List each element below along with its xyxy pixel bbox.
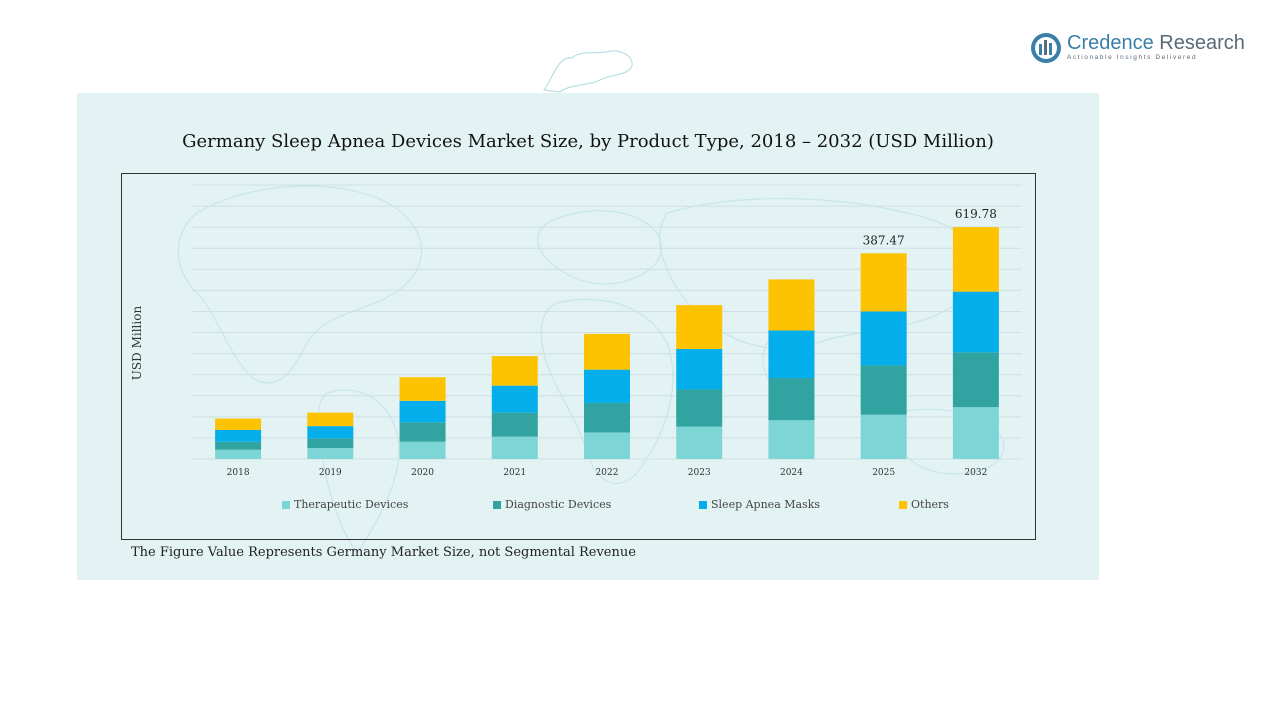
bar-segment-sleep-apnea-masks-2019 xyxy=(307,426,354,439)
x-tick-label: 2023 xyxy=(688,468,711,478)
bar-segment-sleep-apnea-masks-2024 xyxy=(768,330,815,379)
bar-segment-sleep-apnea-masks-2032 xyxy=(952,291,999,353)
data-label: 387.47 xyxy=(863,233,905,247)
x-tick-label: 2022 xyxy=(596,468,619,478)
bar-segment-therapeutic-devices-2021 xyxy=(491,436,538,459)
decorative-map-outline xyxy=(542,50,633,93)
bar-segment-sleep-apnea-masks-2021 xyxy=(491,385,538,413)
x-tick-label: 2018 xyxy=(227,468,250,478)
data-label: 619.78 xyxy=(955,207,997,221)
bar-segment-others-2020 xyxy=(399,377,446,401)
bar-segment-therapeutic-devices-2023 xyxy=(676,426,723,459)
legend-swatch xyxy=(493,500,501,509)
bars xyxy=(215,227,999,459)
brand-logo: Credence Research Actionable Insights De… xyxy=(1030,30,1245,66)
bar-segment-sleep-apnea-masks-2020 xyxy=(399,400,446,423)
x-tick-label: 2025 xyxy=(872,468,895,478)
legend-item: Others xyxy=(899,498,949,511)
legend-item: Diagnostic Devices xyxy=(493,498,611,511)
bar-segment-others-2018 xyxy=(215,418,262,430)
labels: 2018 2019 2020 2021 2022 2023 2024 2025 2032 387.… xyxy=(227,207,997,478)
bar-segment-diagnostic-devices-2022 xyxy=(584,402,630,433)
bar-segment-therapeutic-devices-2024 xyxy=(768,420,815,459)
bar-segment-diagnostic-devices-2019 xyxy=(307,438,354,449)
brand-name-part1: Credence xyxy=(1067,32,1154,54)
bar-segment-sleep-apnea-masks-2022 xyxy=(584,369,630,403)
bar-segment-sleep-apnea-masks-2018 xyxy=(215,429,262,442)
chart-panel: Germany Sleep Apnea Devices Market Size,… xyxy=(77,93,1099,580)
x-tick-label: 2020 xyxy=(411,468,434,478)
chart-plot: 2018 2019 2020 2021 2022 2023 2024 2025 2032 387.… xyxy=(192,184,1022,478)
bar-segment-others-2032 xyxy=(952,227,999,292)
chart-frame xyxy=(121,173,1036,540)
x-tick-label: 2032 xyxy=(964,468,987,478)
bar-segment-diagnostic-devices-2023 xyxy=(676,389,723,427)
legend-label: Others xyxy=(911,498,949,511)
bar-segment-diagnostic-devices-2021 xyxy=(491,412,538,437)
legend-label: Therapeutic Devices xyxy=(294,498,409,511)
brand-name: Credence Research xyxy=(1067,32,1245,55)
bar-segment-diagnostic-devices-2025 xyxy=(860,365,907,415)
x-tick-label: 2021 xyxy=(503,468,526,478)
bar-segment-others-2019 xyxy=(307,412,354,427)
brand-name-part2: Research xyxy=(1153,32,1245,54)
legend-swatch xyxy=(899,500,907,509)
legend-swatch xyxy=(699,500,707,509)
brand-tagline: Actionable Insights Delivered xyxy=(1067,54,1198,61)
brand-logo-icon xyxy=(1031,33,1061,63)
bar-segment-sleep-apnea-masks-2025 xyxy=(860,311,907,366)
bar-segment-diagnostic-devices-2024 xyxy=(768,378,815,421)
bar-segment-diagnostic-devices-2032 xyxy=(952,352,999,408)
bar-segment-therapeutic-devices-2020 xyxy=(399,441,446,459)
x-tick-label: 2024 xyxy=(780,468,803,478)
legend-item: Sleep Apnea Masks xyxy=(699,498,820,511)
bar-segment-therapeutic-devices-2025 xyxy=(860,414,907,459)
bar-segment-diagnostic-devices-2020 xyxy=(399,422,446,442)
bar-segment-others-2025 xyxy=(860,253,907,312)
footnote: The Figure Value Represents Germany Mark… xyxy=(131,545,636,560)
bar-segment-therapeutic-devices-2022 xyxy=(584,432,630,459)
bar-segment-sleep-apnea-masks-2023 xyxy=(676,348,723,390)
bar-segment-therapeutic-devices-2018 xyxy=(215,449,262,459)
bar-segment-diagnostic-devices-2018 xyxy=(215,441,262,450)
bar-segment-others-2024 xyxy=(768,279,815,331)
legend-label: Diagnostic Devices xyxy=(505,498,612,511)
chart-title: Germany Sleep Apnea Devices Market Size,… xyxy=(182,131,994,152)
bar-segment-therapeutic-devices-2019 xyxy=(307,448,354,459)
legend-item: Therapeutic Devices xyxy=(282,498,408,511)
x-tick-label: 2019 xyxy=(319,468,342,478)
bar-segment-therapeutic-devices-2032 xyxy=(952,407,999,459)
legend-label: Sleep Apnea Masks xyxy=(711,498,821,511)
legend-swatch xyxy=(282,500,290,509)
bar-segment-others-2023 xyxy=(676,305,723,349)
bar-segment-others-2022 xyxy=(584,333,630,370)
y-axis-label: USD Million xyxy=(130,305,144,381)
bar-segment-others-2021 xyxy=(491,356,538,386)
